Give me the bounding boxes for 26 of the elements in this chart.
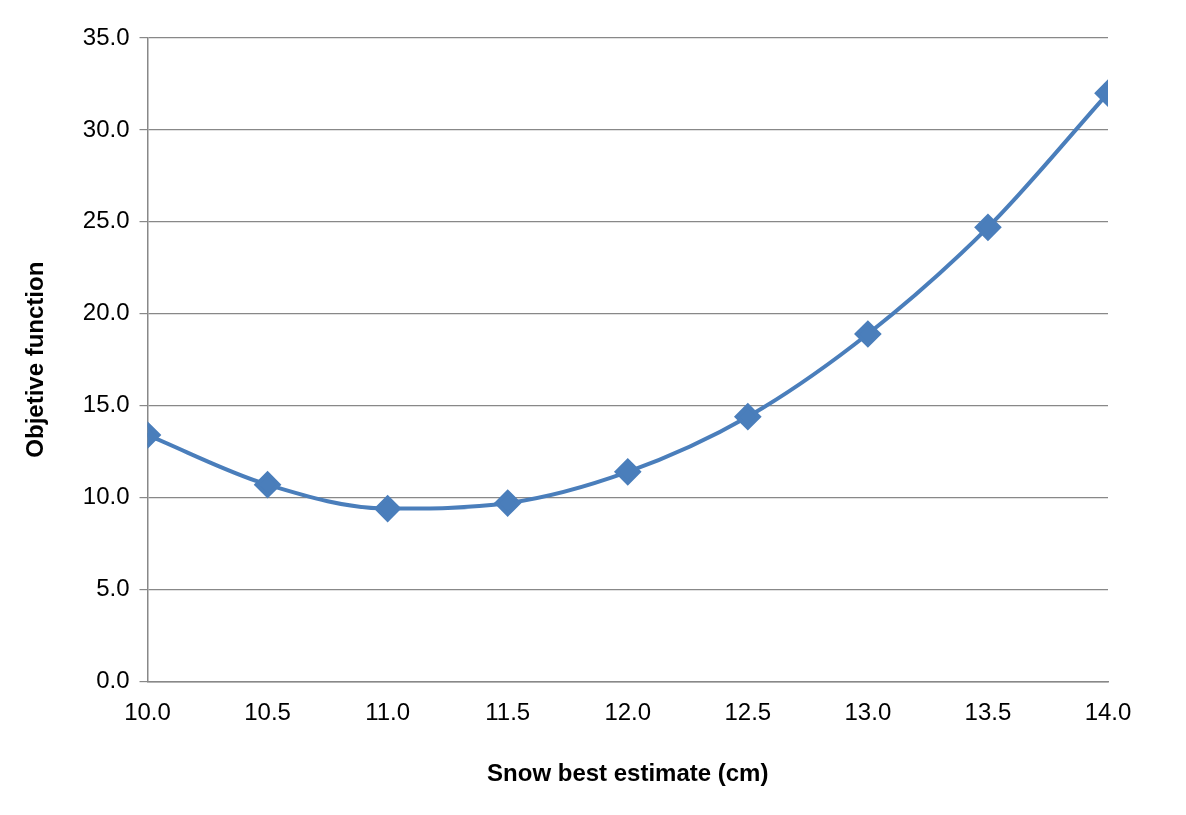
x-tick-label: 12.5 [724, 698, 772, 726]
y-tick-label: 10.0 [82, 482, 130, 510]
x-tick-label: 13.0 [844, 698, 892, 726]
point [254, 471, 281, 498]
point [494, 490, 521, 517]
point [734, 403, 761, 430]
y-tick-label: 5.0 [96, 574, 130, 602]
point [974, 214, 1001, 241]
x-tick-label: 10.0 [124, 698, 171, 726]
x-tick-label: 11.0 [365, 698, 411, 726]
point [854, 320, 881, 347]
y-tick-label: 25.0 [82, 206, 130, 234]
point [374, 495, 401, 522]
y-tick-label: 35.0 [82, 22, 130, 50]
y-tick-label: 0.0 [96, 666, 130, 694]
x-tick-label: 13.5 [964, 698, 1012, 726]
x-tick-label: 11.5 [485, 698, 531, 726]
y-tick-label: 30.0 [82, 114, 130, 142]
x-tick-label: 10.5 [244, 698, 291, 726]
x-tick-label: 12.0 [604, 698, 652, 726]
y-tick-label: 20.0 [82, 298, 130, 326]
point [614, 458, 641, 485]
y-axis-title: Objetive function [21, 261, 49, 458]
x-axis-title: Snow best estimate (cm) [487, 759, 769, 787]
y-tick-label: 15.0 [82, 390, 130, 418]
x-tick-label: 14.0 [1084, 698, 1132, 726]
